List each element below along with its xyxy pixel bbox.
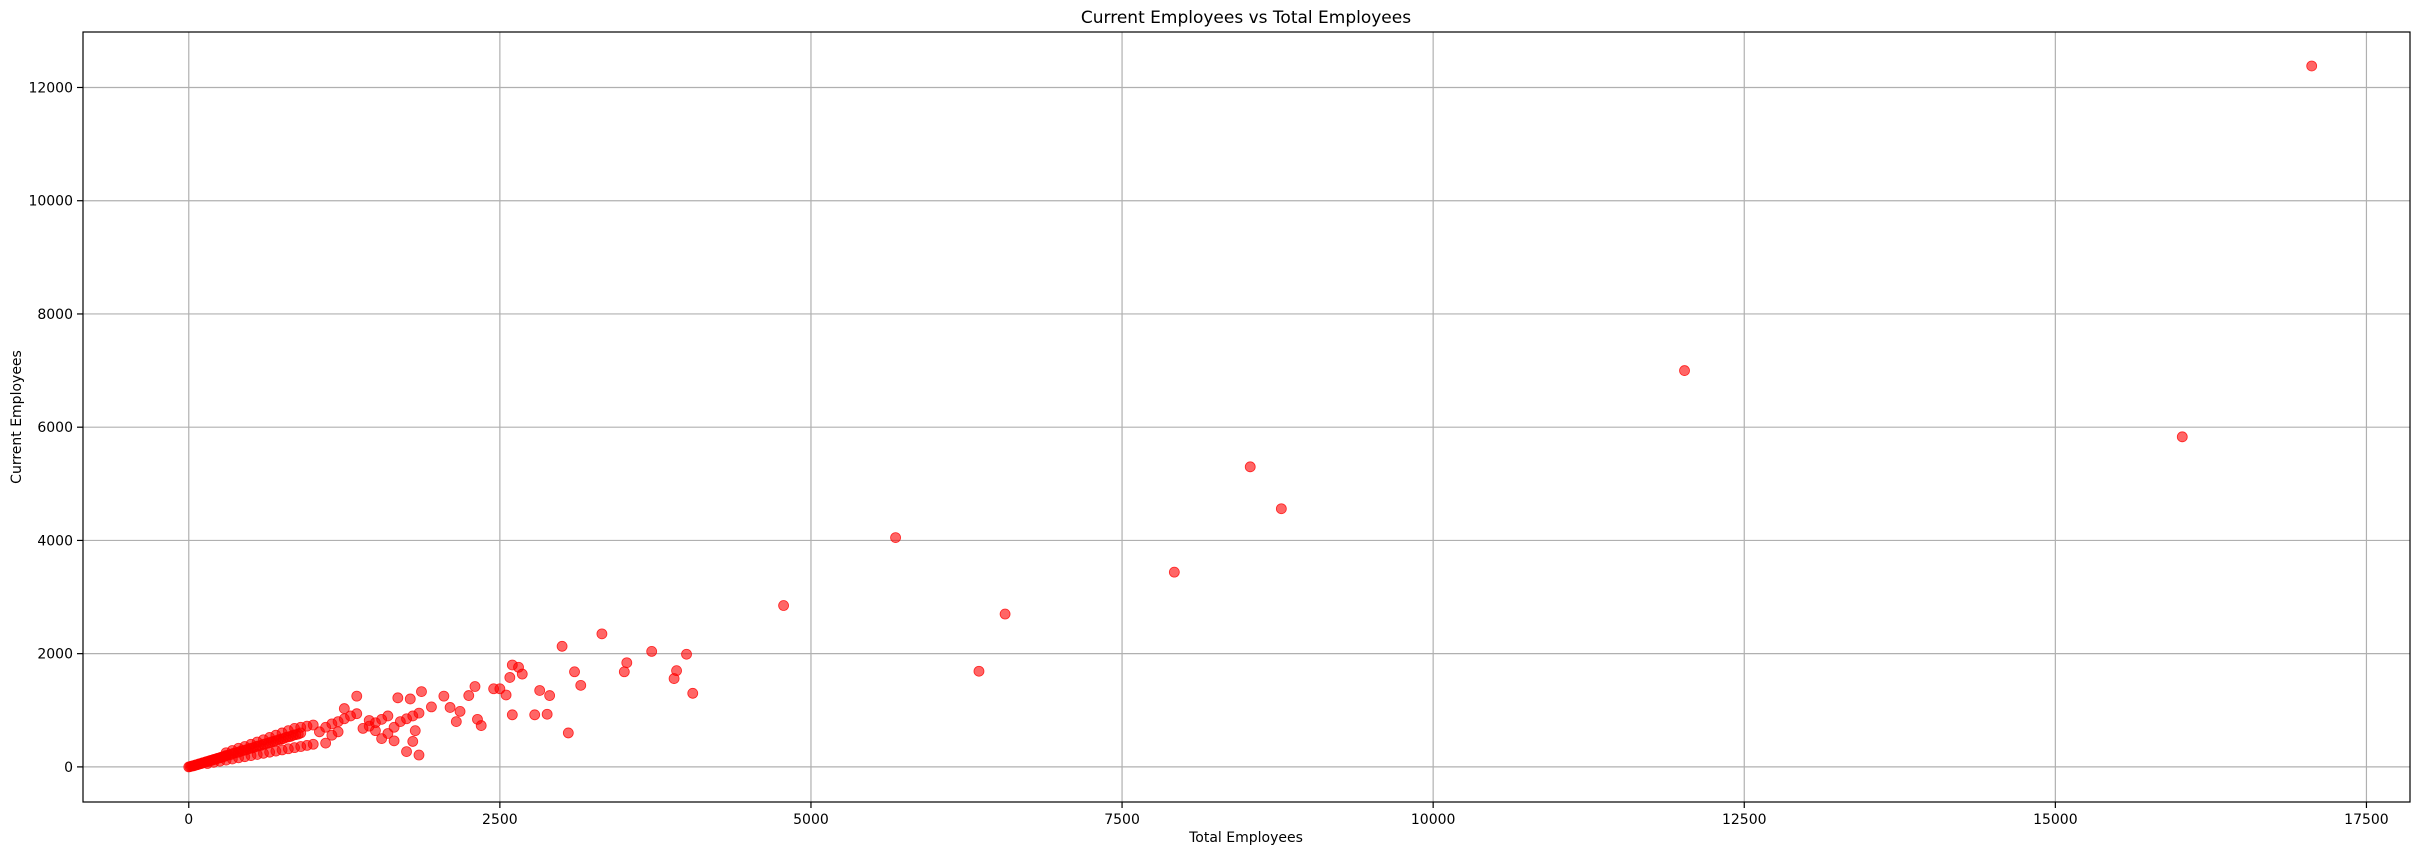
data-point: [320, 737, 332, 749]
data-point: [407, 736, 419, 747]
x-tick-label: 2500: [482, 812, 518, 828]
data-point: [506, 709, 518, 721]
data-point: [332, 726, 344, 738]
x-tick-label: 12500: [1722, 812, 1767, 828]
data-point: [681, 648, 692, 660]
data-point: [404, 693, 416, 705]
data-point: [382, 728, 394, 739]
data-point: [426, 701, 437, 713]
y-tick-label: 4000: [37, 533, 73, 549]
data-point: [454, 706, 466, 717]
data-point: [544, 690, 556, 701]
data-point: [351, 690, 363, 702]
data-points: [183, 60, 2318, 773]
data-point: [646, 645, 658, 657]
data-point: [475, 720, 487, 731]
data-point: [556, 640, 568, 652]
data-point: [307, 738, 319, 750]
data-point: [671, 665, 682, 677]
data-point: [413, 749, 425, 761]
data-point: [1275, 503, 1287, 515]
data-point: [687, 687, 699, 699]
data-point: [307, 719, 319, 731]
y-tick-label: 2000: [37, 647, 73, 663]
data-point: [999, 608, 1011, 620]
x-tick-label: 5000: [793, 812, 829, 828]
data-point: [363, 715, 375, 726]
data-point: [541, 708, 553, 720]
data-point: [1679, 365, 1690, 376]
x-axis-label: Total Employees: [1188, 830, 1303, 846]
y-tick-label: 10000: [28, 194, 73, 210]
data-point: [516, 668, 528, 680]
data-point: [621, 657, 633, 669]
data-point: [463, 690, 475, 701]
x-tick-label: 0: [184, 812, 193, 828]
data-point: [2306, 60, 2318, 72]
y-tick-label: 6000: [37, 420, 73, 436]
x-tick-label: 15000: [2033, 812, 2078, 828]
x-tick-label: 7500: [1104, 812, 1140, 828]
y-tick-label: 0: [64, 760, 73, 776]
data-point: [450, 716, 462, 728]
data-point: [338, 703, 350, 714]
x-tick-label: 17500: [2344, 812, 2389, 828]
x-axis-ticks: 0 2500 5000 7500 10000 12500 15000 17500: [184, 802, 2389, 828]
data-point: [370, 725, 381, 737]
data-point: [534, 685, 546, 696]
data-point: [438, 690, 450, 702]
y-tick-label: 12000: [28, 80, 73, 96]
data-point: [973, 665, 985, 677]
data-point: [409, 725, 421, 737]
y-tick-label: 8000: [37, 307, 73, 323]
data-point: [618, 666, 630, 678]
data-point: [388, 735, 400, 747]
data-point: [469, 681, 481, 692]
data-point: [401, 746, 412, 758]
data-point: [562, 727, 574, 739]
data-point: [382, 710, 394, 722]
data-point: [351, 708, 363, 720]
data-point: [890, 532, 901, 543]
data-point: [1168, 566, 1180, 578]
data-point: [500, 689, 512, 701]
data-point: [392, 692, 404, 704]
data-point: [1244, 461, 1256, 473]
data-point: [596, 628, 608, 640]
y-axis-label: Current Employees: [9, 350, 25, 484]
y-axis-ticks: 0 2000 4000 6000 8000 10000 12000: [28, 80, 83, 776]
data-point: [416, 686, 427, 697]
x-tick-label: 10000: [1411, 812, 1456, 828]
data-point: [504, 672, 516, 683]
chart-title: Current Employees vs Total Employees: [1081, 8, 1411, 28]
data-point: [2176, 431, 2188, 443]
data-point: [413, 707, 425, 719]
data-point: [569, 666, 580, 678]
data-point: [529, 709, 541, 721]
data-point: [575, 679, 587, 691]
data-point: [444, 702, 456, 713]
data-point: [778, 600, 789, 611]
plot-frame: [82, 31, 2411, 803]
grid-lines: [83, 32, 2410, 802]
